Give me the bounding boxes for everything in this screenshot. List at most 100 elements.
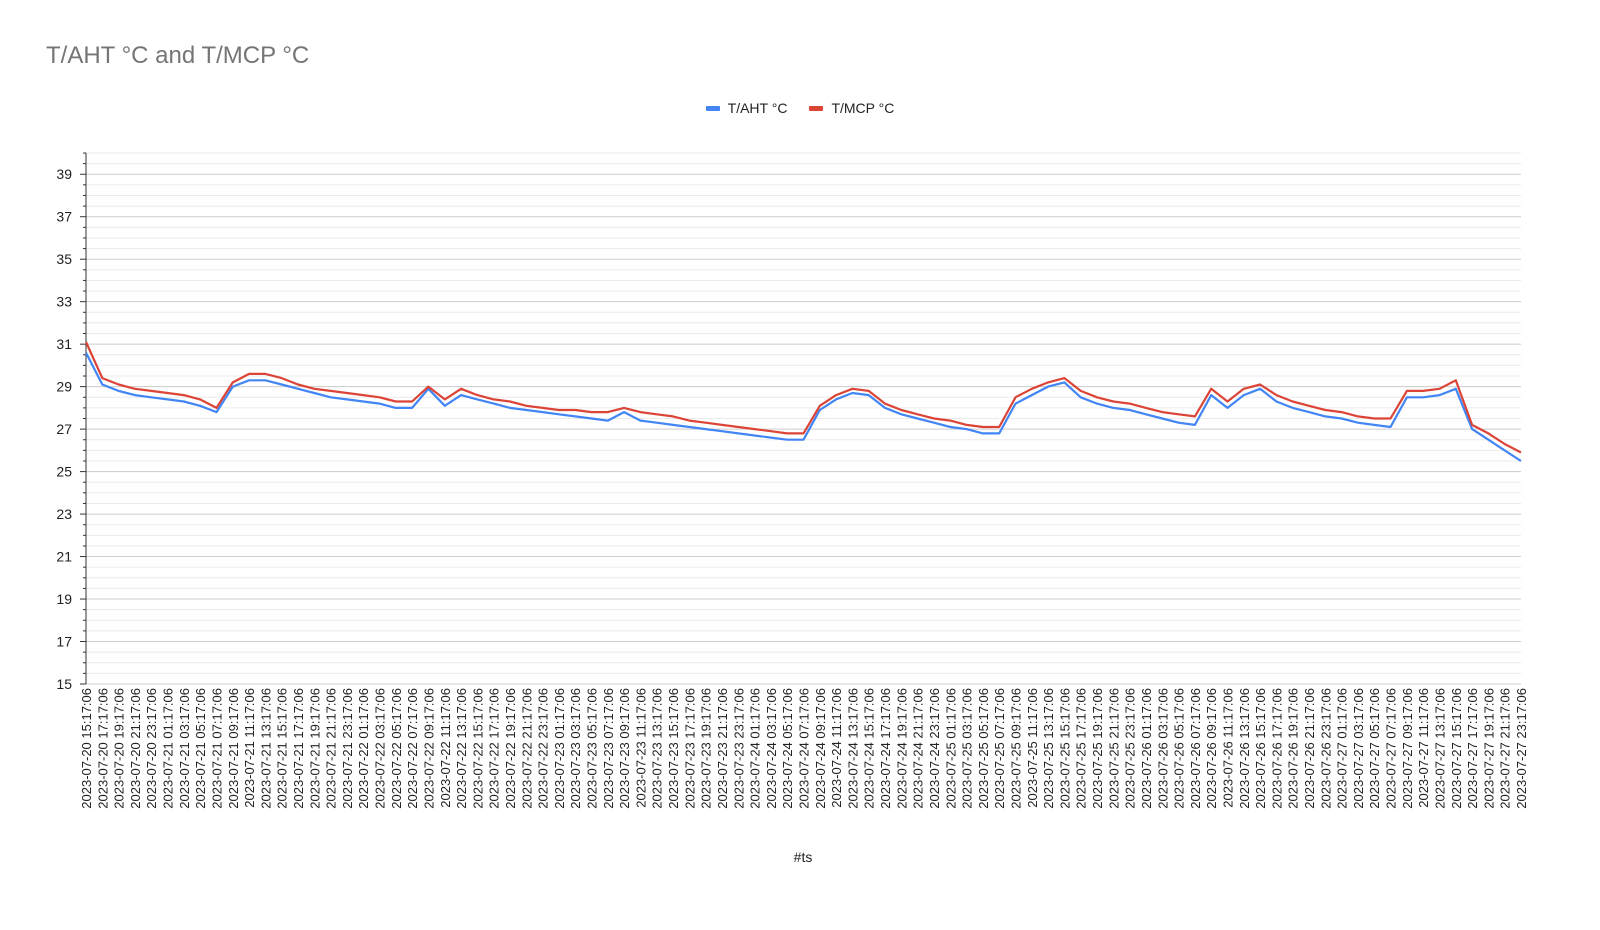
x-tick-label: 2023-07-23 07:17:06: [601, 688, 616, 809]
x-tick-label: 2023-07-23 01:17:06: [552, 688, 567, 809]
legend-label-aht: T/AHT °C: [727, 100, 788, 116]
y-tick-label: 37: [56, 209, 72, 225]
x-tick-label: 2023-07-27 23:17:06: [1514, 688, 1529, 809]
x-tick-label: 2023-07-27 05:17:06: [1367, 688, 1382, 809]
y-tick-label: 31: [56, 336, 72, 352]
x-tick-label: 2023-07-24 17:17:06: [878, 688, 893, 809]
x-tick-label: 2023-07-21 09:17:06: [226, 688, 241, 809]
x-axis-title: #ts: [794, 849, 813, 865]
x-tick-label: 2023-07-26 09:17:06: [1204, 688, 1219, 809]
x-tick-label: 2023-07-23 15:17:06: [666, 688, 681, 809]
x-tick-label: 2023-07-25 03:17:06: [960, 688, 975, 809]
y-tick-label: 15: [56, 676, 72, 692]
y-tick-label: 33: [56, 294, 72, 310]
x-tick-label: 2023-07-27 15:17:06: [1449, 688, 1464, 809]
x-tick-label: 2023-07-25 11:17:06: [1025, 688, 1040, 808]
x-tick-label: 2023-07-24 19:17:06: [894, 688, 909, 809]
y-tick-label: 39: [56, 166, 72, 182]
x-tick-label: 2023-07-25 01:17:06: [943, 688, 958, 809]
legend-swatch-mcp: [809, 105, 824, 111]
x-tick-label: 2023-07-21 19:17:06: [307, 688, 322, 809]
x-tick-label: 2023-07-23 05:17:06: [585, 688, 600, 809]
x-tick-label: 2023-07-26 11:17:06: [1220, 688, 1235, 808]
x-tick-label: 2023-07-22 17:17:06: [487, 688, 502, 809]
x-tick-label: 2023-07-27 03:17:06: [1351, 688, 1366, 809]
x-tick-label: 2023-07-24 13:17:06: [845, 688, 860, 809]
x-tick-label: 2023-07-22 05:17:06: [389, 688, 404, 809]
x-tick-label: 2023-07-20 15:17:06: [79, 688, 94, 809]
x-tick-label: 2023-07-20 17:17:06: [95, 688, 110, 809]
x-tick-label: 2023-07-22 23:17:06: [536, 688, 551, 809]
x-tick-label: 2023-07-24 11:17:06: [829, 688, 844, 808]
y-tick-label: 27: [56, 421, 72, 437]
series-line-aht[interactable]: [85, 352, 1522, 462]
x-tick-label: 2023-07-20 19:17:06: [112, 688, 127, 809]
x-tick-label: 2023-07-21 15:17:06: [275, 688, 290, 809]
x-tick-label: 2023-07-24 09:17:06: [813, 688, 828, 809]
x-tick-label: 2023-07-20 21:17:06: [128, 688, 143, 809]
x-tick-label: 2023-07-24 01:17:06: [748, 688, 763, 809]
axis-layer: 15 17 19 21 23 25 27 29 31 33 35 37 39: [56, 152, 87, 692]
x-tick-label: 2023-07-23 21:17:06: [715, 688, 730, 809]
series-layer: [84, 341, 1522, 462]
x-tick-label: 2023-07-23 17:17:06: [682, 688, 697, 809]
x-tick-label: 2023-07-25 17:17:06: [1074, 688, 1089, 809]
y-tick-label: 19: [56, 591, 72, 607]
x-tick-label: 2023-07-21 07:17:06: [209, 688, 224, 809]
x-tick-label: 2023-07-25 23:17:06: [1123, 688, 1138, 809]
x-tick-label: 2023-07-22 19:17:06: [503, 688, 518, 809]
x-tick-label: 2023-07-27 09:17:06: [1400, 688, 1415, 809]
x-tick-label: 2023-07-24 07:17:06: [797, 688, 812, 809]
x-tick-label: 2023-07-26 19:17:06: [1286, 688, 1301, 809]
x-tick-label: 2023-07-21 23:17:06: [340, 688, 355, 809]
x-tick-label: 2023-07-25 15:17:06: [1057, 688, 1072, 809]
y-tick-label: 23: [56, 506, 72, 522]
x-tick-label: 2023-07-20 23:17:06: [144, 688, 159, 809]
x-tick-label: 2023-07-26 07:17:06: [1188, 688, 1203, 809]
y-tick-label: 21: [56, 549, 72, 565]
x-tick-label: 2023-07-22 03:17:06: [373, 688, 388, 809]
x-tick-label: 2023-07-21 13:17:06: [258, 688, 273, 809]
x-tick-label: 2023-07-27 01:17:06: [1335, 688, 1350, 809]
x-tick-label: 2023-07-26 17:17:06: [1269, 688, 1284, 809]
legend: T/AHT °C T/MCP °C: [0, 100, 1600, 116]
x-tick-label: 2023-07-22 01:17:06: [356, 688, 371, 809]
y-tick-label: 29: [56, 379, 72, 395]
x-tick-label: 2023-07-22 13:17:06: [454, 688, 469, 809]
x-tick-label: 2023-07-26 05:17:06: [1172, 688, 1187, 809]
legend-item-aht[interactable]: T/AHT °C: [705, 100, 788, 116]
x-tick-label: 2023-07-25 07:17:06: [992, 688, 1007, 809]
x-tick-label: 2023-07-24 23:17:06: [927, 688, 942, 809]
series-line-mcp[interactable]: [84, 341, 1522, 454]
x-tick-label: 2023-07-22 07:17:06: [405, 688, 420, 809]
x-tick-label: 2023-07-23 11:17:06: [633, 688, 648, 808]
x-tick-label: 2023-07-24 05:17:06: [780, 688, 795, 809]
x-tick-label: 2023-07-27 11:17:06: [1416, 688, 1431, 808]
x-tick-label: 2023-07-22 21:17:06: [519, 688, 534, 809]
y-tick-label: 17: [56, 634, 72, 650]
x-tick-label: 2023-07-27 07:17:06: [1384, 688, 1399, 809]
legend-item-mcp[interactable]: T/MCP °C: [809, 100, 894, 116]
x-tick-label: 2023-07-21 21:17:06: [324, 688, 339, 809]
x-tick-label: 2023-07-24 03:17:06: [764, 688, 779, 809]
x-tick-label: 2023-07-24 21:17:06: [911, 688, 926, 809]
x-tick-label: 2023-07-23 23:17:06: [731, 688, 746, 809]
legend-label-mcp: T/MCP °C: [831, 100, 895, 116]
x-tick-label: 2023-07-21 11:17:06: [242, 688, 257, 808]
x-tick-label: 2023-07-21 03:17:06: [177, 688, 192, 809]
x-tick-label: 2023-07-27 17:17:06: [1465, 688, 1480, 809]
x-tick-label: 2023-07-21 05:17:06: [193, 688, 208, 809]
x-tick-label: 2023-07-23 03:17:06: [568, 688, 583, 809]
x-tick-label: 2023-07-21 01:17:06: [161, 688, 176, 809]
x-tick-label: 2023-07-26 23:17:06: [1318, 688, 1333, 809]
x-tick-label: 2023-07-27 19:17:06: [1481, 688, 1496, 809]
x-tick-label: 2023-07-23 19:17:06: [699, 688, 714, 809]
y-tick-label: 25: [56, 464, 72, 480]
x-tick-labels: 2023-07-20 15:17:06 2023-07-20 17:17:06 20…: [79, 688, 1529, 809]
x-tick-label: 2023-07-25 19:17:06: [1090, 688, 1105, 809]
x-tick-label: 2023-07-27 21:17:06: [1498, 688, 1513, 809]
x-tick-label: 2023-07-26 15:17:06: [1253, 688, 1268, 809]
x-tick-label: 2023-07-23 13:17:06: [650, 688, 665, 809]
chart-title: T/AHT °C and T/MCP °C: [46, 42, 310, 69]
